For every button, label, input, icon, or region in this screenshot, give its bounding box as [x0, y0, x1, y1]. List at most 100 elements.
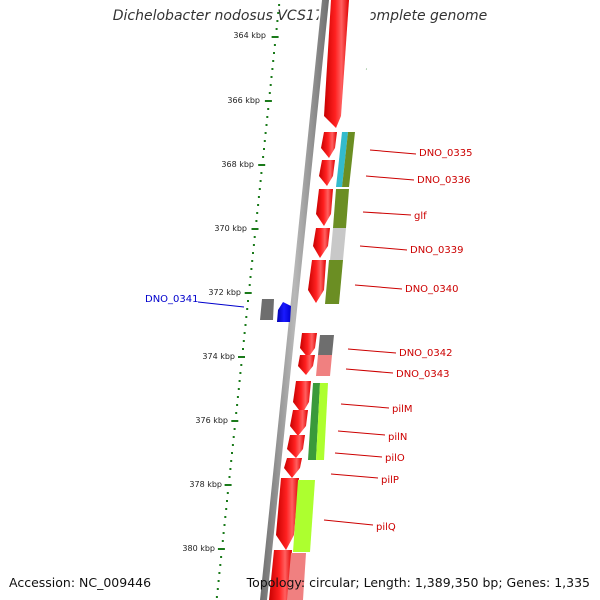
scale-dot	[278, 4, 281, 6]
gene-arrow	[287, 435, 305, 458]
scale-dot	[250, 268, 253, 270]
scale-dot	[226, 500, 228, 502]
scale-dot	[263, 140, 266, 142]
scale-major-tick	[238, 356, 245, 358]
scale-dot	[273, 52, 275, 54]
scale-major-tick	[217, 548, 225, 550]
forward-strand-genes	[260, 299, 291, 322]
gene-arrow	[298, 355, 315, 375]
left-scale-ticks	[215, 4, 281, 598]
scale-dot	[246, 308, 249, 310]
scale-dot	[215, 596, 218, 598]
scale-major-tick	[258, 164, 266, 166]
gene-label-glf: glf	[414, 211, 427, 222]
scale-dot	[276, 20, 279, 22]
scale-dot	[242, 340, 245, 342]
cog-box	[318, 335, 334, 355]
scale-label: 370 kbp	[214, 224, 247, 233]
gene-label-dno-0339: DNO_0339	[410, 245, 464, 256]
gene-label-dno-0336: DNO_0336	[417, 175, 471, 186]
leader-line	[354, 284, 403, 290]
scale-dot	[224, 516, 227, 518]
scale-dot	[238, 380, 241, 382]
gene-label-dno-0341: DNO_0341	[145, 294, 199, 305]
scale-dot	[217, 580, 220, 582]
gene-labels: DNO_0341 DNO_0335 DNO_0336 glf DNO_0339 …	[145, 148, 473, 533]
cog-box	[330, 228, 346, 260]
cog-category-boxes	[287, 132, 355, 600]
scale-dot	[245, 316, 248, 318]
scale-dot	[226, 492, 229, 494]
scale-dot	[251, 260, 254, 262]
scale-dot	[235, 412, 238, 414]
scale-dot	[225, 508, 228, 510]
leader-line	[334, 452, 383, 458]
scale-dot	[270, 76, 273, 78]
leader-line	[323, 519, 374, 526]
scale-dot	[240, 364, 243, 366]
gene-label-dno-0335: DNO_0335	[419, 148, 473, 159]
cog-box	[293, 480, 315, 552]
scale-label: 364 kbp	[233, 31, 266, 40]
scale-major-tick	[271, 36, 279, 38]
leader-line	[369, 149, 417, 155]
scale-dot	[255, 220, 258, 222]
gene-label-pilp: pilP	[381, 475, 399, 486]
gene-label-dno-0343: DNO_0343	[396, 369, 450, 380]
scale-dot	[266, 116, 269, 118]
scale-dot	[247, 300, 249, 302]
scale-dot	[271, 68, 274, 70]
scale-dot	[222, 532, 225, 534]
gene-arrow	[284, 458, 302, 478]
scale-dot	[263, 148, 265, 150]
scale-dot	[220, 556, 223, 558]
scale-dot	[244, 324, 247, 326]
gene-arrow	[308, 260, 326, 303]
gene-label-dno-0342: DNO_0342	[399, 348, 453, 359]
scale-dot	[242, 348, 244, 350]
scale-dot	[257, 204, 260, 206]
gene-label-pilq: pilQ	[376, 522, 396, 533]
cog-box	[287, 553, 306, 600]
scale-label: 368 kbp	[221, 160, 254, 169]
gene-arrow	[313, 228, 330, 258]
scale-dot	[257, 196, 260, 198]
gene-arrow	[300, 333, 317, 358]
scale-label: 378 kbp	[189, 480, 222, 489]
scale-dot	[253, 236, 256, 238]
scale-dot	[264, 132, 267, 134]
gene-label-pilo: pilO	[385, 453, 405, 464]
scale-label: 374 kbp	[202, 352, 235, 361]
accession-label: Accession: NC_009446	[9, 575, 152, 590]
leader-line	[347, 348, 397, 354]
cog-box	[316, 383, 328, 460]
gene-arrow	[321, 132, 337, 158]
scale-major-tick	[251, 228, 259, 230]
leader-line	[340, 403, 390, 409]
leader-line	[365, 175, 415, 181]
scale-label: 366 kbp	[227, 96, 260, 105]
reverse-strand-genes	[269, 0, 349, 600]
scale-dot	[275, 28, 278, 30]
scale-dot	[218, 572, 221, 574]
gene-arrow	[324, 0, 349, 128]
leader-line	[359, 245, 408, 251]
leader-line	[330, 473, 379, 479]
scale-dot	[239, 372, 242, 374]
scale-dot	[258, 188, 261, 190]
leader-line	[337, 430, 386, 436]
scale-major-tick	[244, 292, 252, 294]
scale-dot	[269, 84, 272, 86]
scale-dot	[248, 284, 251, 286]
scale-label: 372 kbp	[208, 288, 241, 297]
scale-dot	[223, 524, 226, 526]
gene-arrow	[269, 550, 292, 600]
scale-dot	[219, 564, 222, 566]
cog-box	[325, 260, 343, 304]
gene-arrow	[293, 381, 311, 414]
scale-dot	[252, 244, 255, 246]
scale-dot	[228, 476, 231, 478]
topology-label: Topology: circular; Length: 1,389,350 bp…	[246, 575, 590, 590]
scale-dot	[249, 276, 252, 278]
